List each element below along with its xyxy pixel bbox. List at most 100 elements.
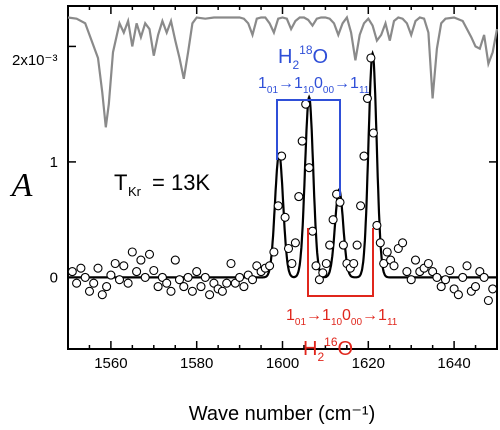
data-point [84, 286, 95, 296]
data-point [297, 136, 307, 146]
data-point [483, 295, 493, 306]
data-point [93, 263, 103, 273]
data-point [80, 272, 90, 282]
data-point [269, 247, 279, 257]
data-point [97, 290, 107, 300]
h2o18-label: H218O [278, 43, 328, 72]
x-axis-ticks: 1560 1580 1600 1620 1640 [67, 6, 498, 372]
data-point [247, 275, 258, 285]
data-point [265, 261, 275, 271]
data-point [114, 275, 125, 285]
data-point [368, 128, 378, 138]
data-point [273, 201, 283, 211]
h2o18-transition-2: 000→111 [314, 75, 370, 96]
data-point [110, 258, 120, 269]
x-tick-label: 1560 [94, 355, 127, 372]
data-point [301, 99, 311, 109]
data-point [174, 275, 185, 285]
data-point [136, 255, 146, 265]
data-point [453, 290, 463, 300]
h2o16-bracket [307, 228, 374, 297]
data-point [318, 268, 328, 278]
data-point [294, 192, 304, 202]
data-point [119, 261, 129, 271]
x-tick-label: 1620 [352, 355, 385, 372]
data-point [192, 267, 202, 277]
data-point [283, 243, 294, 254]
data-point [436, 282, 446, 292]
data-point [398, 238, 408, 248]
data-point [338, 240, 348, 250]
data-point [140, 272, 150, 282]
h2o16-transition-2: 000→111 [342, 307, 398, 328]
data-point [389, 261, 399, 271]
data-point [187, 286, 197, 296]
data-point [226, 258, 236, 269]
y-axis-title: A [10, 167, 33, 204]
data-point [76, 263, 86, 273]
data-point [89, 278, 99, 288]
x-tick-label: 1580 [180, 355, 213, 372]
svg-text:T: T [114, 170, 127, 195]
data-point [325, 240, 335, 250]
data-point [217, 286, 227, 296]
data-point [311, 261, 321, 271]
data-point [72, 278, 82, 288]
data-point [462, 261, 472, 271]
data-point [102, 282, 112, 292]
data-point [239, 282, 249, 292]
data-point [235, 272, 245, 282]
data-point [359, 151, 369, 161]
data-point [372, 220, 382, 230]
data-point [458, 272, 468, 282]
data-point [321, 258, 331, 269]
data-point [356, 201, 366, 211]
y-tick-label: 1 [50, 154, 58, 171]
data-point [166, 286, 176, 296]
data-point [132, 267, 142, 277]
data-point [280, 212, 290, 222]
data-point [67, 267, 77, 277]
h2o16-transition-1: 101→110 [286, 307, 342, 328]
data-point [123, 278, 133, 288]
data-point [205, 290, 215, 300]
data-point [170, 255, 180, 265]
data-point [307, 226, 318, 236]
data-point [328, 215, 338, 225]
data-point [196, 282, 206, 292]
data-point [375, 238, 385, 248]
data-point [470, 282, 481, 292]
data-point [200, 272, 210, 282]
data-point [149, 265, 159, 276]
h2o18-transition-1: 101→110 [258, 75, 314, 96]
svg-text:= 13K: = 13K [152, 170, 210, 195]
data-point [179, 282, 189, 292]
data-point [153, 282, 163, 292]
data-point [287, 258, 297, 269]
data-point [382, 247, 392, 257]
data-point [423, 258, 433, 269]
data-point [479, 272, 489, 282]
data-point [410, 255, 421, 265]
h2o18-assignment: H218O 101→110 000→111 [258, 43, 370, 196]
scale-annotation: 2x10⁻³ [12, 52, 57, 69]
data-point [488, 284, 498, 294]
data-point [349, 258, 359, 269]
data-point [352, 240, 362, 250]
data-point [162, 278, 172, 288]
data-point [144, 249, 155, 259]
temperature-label: T Kr = 13K [114, 170, 210, 199]
data-point [445, 265, 455, 276]
data-point [106, 270, 116, 280]
y-tick-label: 0 [50, 269, 58, 286]
data-points [67, 53, 498, 306]
data-point [406, 275, 416, 285]
y-axis-ticks: 01 [50, 45, 497, 286]
data-point [362, 93, 372, 103]
data-point [277, 151, 287, 161]
data-point [290, 238, 300, 248]
reference-spectrum-line [67, 15, 499, 128]
data-point [222, 278, 232, 288]
x-axis-title: Wave number (cm⁻¹) [189, 403, 376, 425]
